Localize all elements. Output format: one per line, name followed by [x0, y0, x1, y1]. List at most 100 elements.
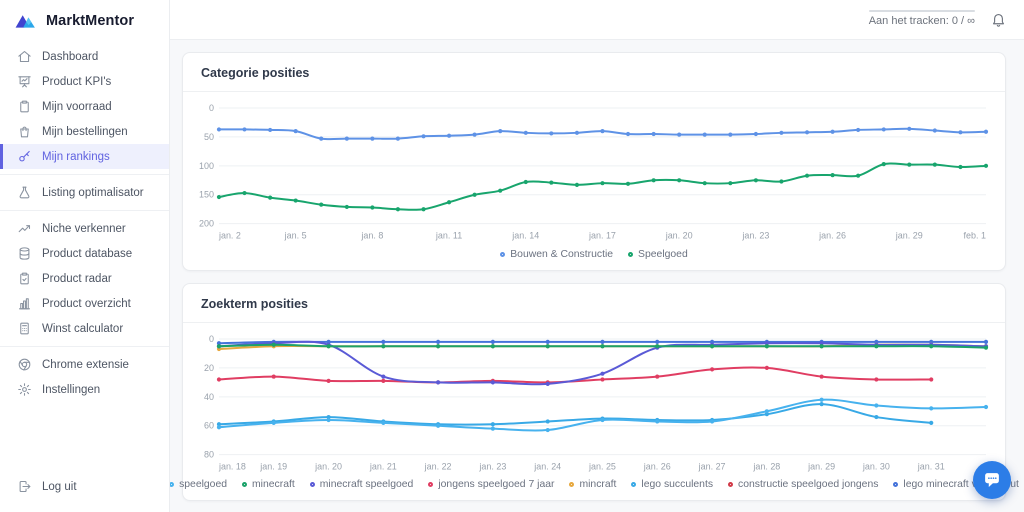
data-point[interactable]: [370, 136, 375, 141]
data-point[interactable]: [370, 205, 375, 210]
data-point[interactable]: [216, 424, 222, 429]
sidebar-item-winst-calculator[interactable]: Winst calculator: [0, 316, 169, 341]
data-point[interactable]: [819, 401, 824, 406]
legend-item-mincraft[interactable]: mincraft: [569, 479, 616, 490]
data-point[interactable]: [856, 173, 861, 178]
legend-item-constructie-speelgoed-jongens[interactable]: constructie speelgoed jongens: [728, 479, 878, 490]
data-point[interactable]: [545, 343, 550, 348]
data-point[interactable]: [728, 181, 733, 186]
data-point[interactable]: [932, 162, 937, 167]
data-point[interactable]: [764, 411, 769, 416]
data-point[interactable]: [498, 129, 503, 134]
data-point[interactable]: [881, 127, 886, 132]
sidebar-item-niche-verkenner[interactable]: Niche verkenner: [0, 216, 169, 241]
data-point[interactable]: [242, 190, 247, 196]
data-point[interactable]: [271, 342, 276, 347]
data-point[interactable]: [498, 188, 503, 193]
legend-item-minecraft[interactable]: minecraft: [242, 479, 295, 490]
data-point[interactable]: [677, 132, 682, 137]
data-point[interactable]: [804, 173, 810, 178]
data-point[interactable]: [436, 339, 441, 344]
data-point[interactable]: [600, 417, 605, 422]
data-point[interactable]: [490, 426, 495, 431]
data-point[interactable]: [344, 136, 349, 141]
data-point[interactable]: [651, 178, 656, 183]
data-point[interactable]: [929, 343, 934, 348]
data-point[interactable]: [929, 377, 934, 382]
data-point[interactable]: [523, 179, 528, 185]
data-point[interactable]: [600, 343, 605, 348]
data-point[interactable]: [655, 339, 660, 344]
brand-logo[interactable]: MarktMentor: [0, 0, 169, 40]
data-point[interactable]: [702, 181, 707, 186]
data-point[interactable]: [655, 343, 660, 348]
legend-item-minecraft-speelgoed[interactable]: minecraft speelgoed: [309, 479, 413, 490]
data-point[interactable]: [549, 180, 554, 185]
data-point[interactable]: [929, 339, 934, 344]
legend-item-speelgoed[interactable]: speelgoed: [170, 479, 227, 490]
data-point[interactable]: [819, 343, 824, 348]
data-point[interactable]: [319, 202, 324, 207]
data-point[interactable]: [929, 405, 934, 411]
data-point[interactable]: [381, 339, 386, 344]
data-point[interactable]: [216, 343, 222, 348]
data-point[interactable]: [523, 130, 528, 135]
data-point[interactable]: [764, 340, 769, 345]
data-point[interactable]: [710, 343, 715, 348]
data-point[interactable]: [395, 207, 400, 212]
data-point[interactable]: [436, 343, 441, 348]
data-point[interactable]: [395, 136, 400, 141]
data-point[interactable]: [545, 381, 550, 386]
data-point[interactable]: [958, 130, 963, 135]
data-point[interactable]: [472, 132, 477, 137]
data-point[interactable]: [545, 418, 550, 424]
data-point[interactable]: [545, 427, 550, 432]
data-point[interactable]: [216, 377, 222, 382]
data-point[interactable]: [216, 127, 222, 132]
data-point[interactable]: [600, 129, 605, 134]
data-point[interactable]: [874, 343, 879, 348]
data-point[interactable]: [625, 181, 631, 186]
data-point[interactable]: [446, 200, 452, 205]
data-point[interactable]: [242, 127, 247, 132]
data-point[interactable]: [881, 162, 886, 167]
data-point[interactable]: [907, 126, 912, 131]
data-point[interactable]: [472, 192, 477, 197]
data-point[interactable]: [874, 377, 879, 382]
data-point[interactable]: [326, 339, 331, 344]
data-point[interactable]: [326, 343, 331, 348]
data-point[interactable]: [779, 179, 784, 184]
data-point[interactable]: [293, 198, 298, 203]
sidebar-item-product-kpi-s[interactable]: Product KPI's: [0, 69, 169, 94]
data-point[interactable]: [344, 204, 349, 210]
sidebar-item-product-overzicht[interactable]: Product overzicht: [0, 291, 169, 316]
data-point[interactable]: [830, 129, 835, 134]
data-point[interactable]: [268, 195, 273, 200]
data-point[interactable]: [446, 133, 452, 138]
legend-item-lego-minecraft-vossenhut[interactable]: lego minecraft vossenhut: [893, 479, 1019, 490]
data-point[interactable]: [600, 377, 605, 382]
data-point[interactable]: [549, 131, 554, 136]
data-point[interactable]: [804, 130, 810, 135]
data-point[interactable]: [983, 404, 989, 409]
data-point[interactable]: [819, 374, 824, 379]
data-point[interactable]: [436, 379, 441, 385]
data-point[interactable]: [293, 129, 298, 134]
data-point[interactable]: [856, 127, 861, 133]
data-point[interactable]: [421, 134, 426, 139]
notifications-bell-icon[interactable]: [990, 11, 1007, 28]
data-point[interactable]: [600, 181, 605, 186]
data-point[interactable]: [874, 339, 879, 344]
data-point[interactable]: [983, 345, 989, 350]
data-point[interactable]: [753, 178, 758, 183]
legend-item-bouwen-constructie[interactable]: Bouwen & Constructie: [500, 249, 613, 260]
data-point[interactable]: [319, 136, 324, 141]
data-point[interactable]: [728, 132, 733, 137]
data-point[interactable]: [819, 397, 824, 402]
data-point[interactable]: [764, 408, 769, 414]
data-point[interactable]: [216, 421, 222, 426]
data-point[interactable]: [216, 340, 222, 345]
data-point[interactable]: [326, 414, 331, 419]
data-point[interactable]: [600, 371, 605, 376]
data-point[interactable]: [764, 365, 769, 370]
